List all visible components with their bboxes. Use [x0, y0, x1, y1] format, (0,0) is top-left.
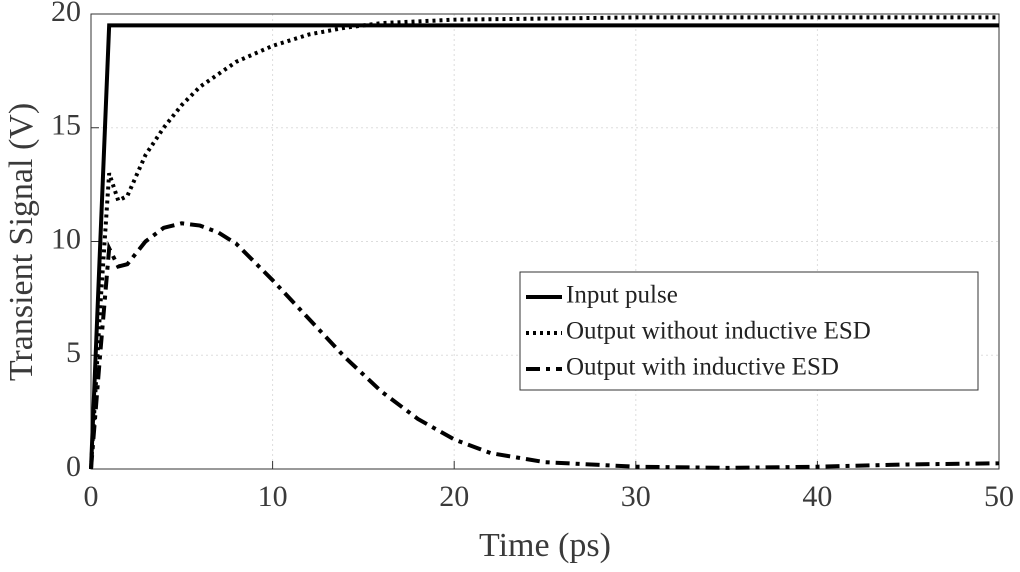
legend-text: Input pulse — [566, 282, 678, 309]
y-tick-label: 15 — [51, 109, 81, 142]
y-tick-label: 20 — [51, 0, 81, 28]
y-axis-label: Transient Signal (V) — [3, 103, 40, 381]
x-tick-label: 50 — [984, 480, 1014, 513]
x-tick-label: 30 — [621, 480, 651, 513]
x-tick-label: 20 — [439, 480, 469, 513]
y-tick-label: 5 — [66, 336, 81, 369]
x-tick-label: 0 — [84, 480, 99, 513]
x-tick-label: 40 — [802, 480, 832, 513]
x-axis-label: Time (ps) — [479, 527, 611, 564]
legend-box — [519, 271, 979, 391]
legend-text: Output without inductive ESD — [566, 318, 871, 345]
x-tick-label: 10 — [258, 480, 288, 513]
line-series — [89, 23, 999, 470]
plot-frame — [90, 13, 1000, 470]
line-series — [89, 15, 999, 470]
y-tick-label: 10 — [51, 222, 81, 255]
line-series — [89, 221, 1000, 470]
y-tick-label: 0 — [66, 450, 81, 483]
legend-text: Output with inductive ESD — [566, 354, 839, 381]
